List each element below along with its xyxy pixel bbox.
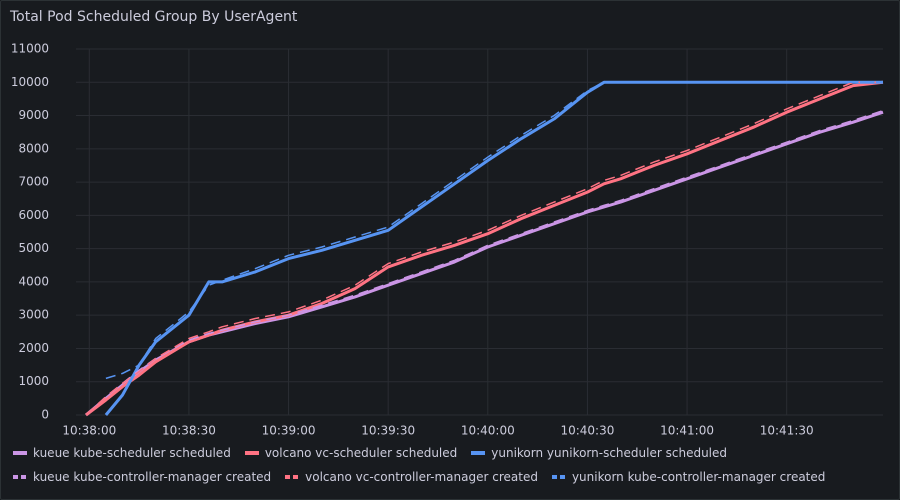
legend-swatch	[285, 475, 300, 479]
y-tick-label: 10000	[11, 75, 49, 89]
y-tick-label: 9000	[18, 108, 49, 122]
legend-label: volcano vc-scheduler scheduled	[264, 446, 458, 460]
x-tick-label: 10:38:30	[162, 424, 216, 438]
x-tick-label: 10:39:00	[262, 424, 316, 438]
series-line	[85, 80, 884, 417]
series-line	[85, 81, 883, 416]
y-tick-label: 1000	[18, 374, 49, 388]
series-line	[85, 110, 884, 417]
y-tick-label: 5000	[18, 241, 49, 255]
legend-label: volcano vc-controller-manager created	[305, 470, 538, 484]
legend-swatch	[551, 475, 566, 479]
x-tick-label: 10:40:00	[461, 424, 515, 438]
x-tick-label: 10:39:30	[361, 424, 415, 438]
legend-label: kueue kube-scheduler scheduled	[33, 446, 231, 460]
series-line	[85, 109, 884, 416]
y-tick-label: 7000	[18, 175, 49, 189]
y-tick-label: 11000	[11, 42, 49, 56]
legend-item[interactable]: volcano vc-controller-manager created	[285, 468, 538, 486]
legend-item[interactable]: volcano vc-scheduler scheduled	[244, 444, 458, 462]
y-tick-label: 6000	[18, 208, 49, 222]
y-tick-label: 4000	[18, 274, 49, 288]
legend-item[interactable]: yunikorn yunikorn-scheduler scheduled	[471, 444, 727, 462]
series-line	[105, 81, 883, 380]
panel-title: Total Pod Scheduled Group By UserAgent	[10, 9, 298, 25]
y-tick-label: 2000	[18, 341, 49, 355]
legend-swatch	[13, 475, 27, 479]
x-tick-label: 10:38:00	[62, 424, 116, 438]
legend-item[interactable]: kueue kube-scheduler scheduled	[13, 444, 231, 462]
legend: kueue kube-scheduler scheduled volcano vc…	[13, 444, 893, 486]
legend-swatch	[471, 451, 486, 455]
x-tick-label: 10:41:30	[760, 424, 814, 438]
chart: 0 1000 2000 3000 4000 5000 6000 7000 8000 9000 100…	[11, 42, 884, 438]
legend-label: yunikorn kube-controller-manager created	[571, 470, 826, 484]
x-tick-label: 10:41:00	[660, 424, 714, 438]
y-tick-label: 8000	[18, 141, 49, 155]
legend-label: yunikorn yunikorn-scheduler scheduled	[491, 446, 728, 460]
legend-label: kueue kube-controller-manager created	[33, 470, 272, 484]
y-tick-label: 0	[41, 408, 49, 422]
legend-item[interactable]: yunikorn kube-controller-manager created	[551, 468, 826, 486]
legend-swatch	[13, 451, 27, 455]
legend-item[interactable]: kueue kube-controller-manager created	[13, 468, 271, 486]
x-tick-label: 10:40:30	[560, 424, 614, 438]
y-tick-label: 3000	[18, 308, 49, 322]
legend-swatch	[244, 451, 259, 455]
